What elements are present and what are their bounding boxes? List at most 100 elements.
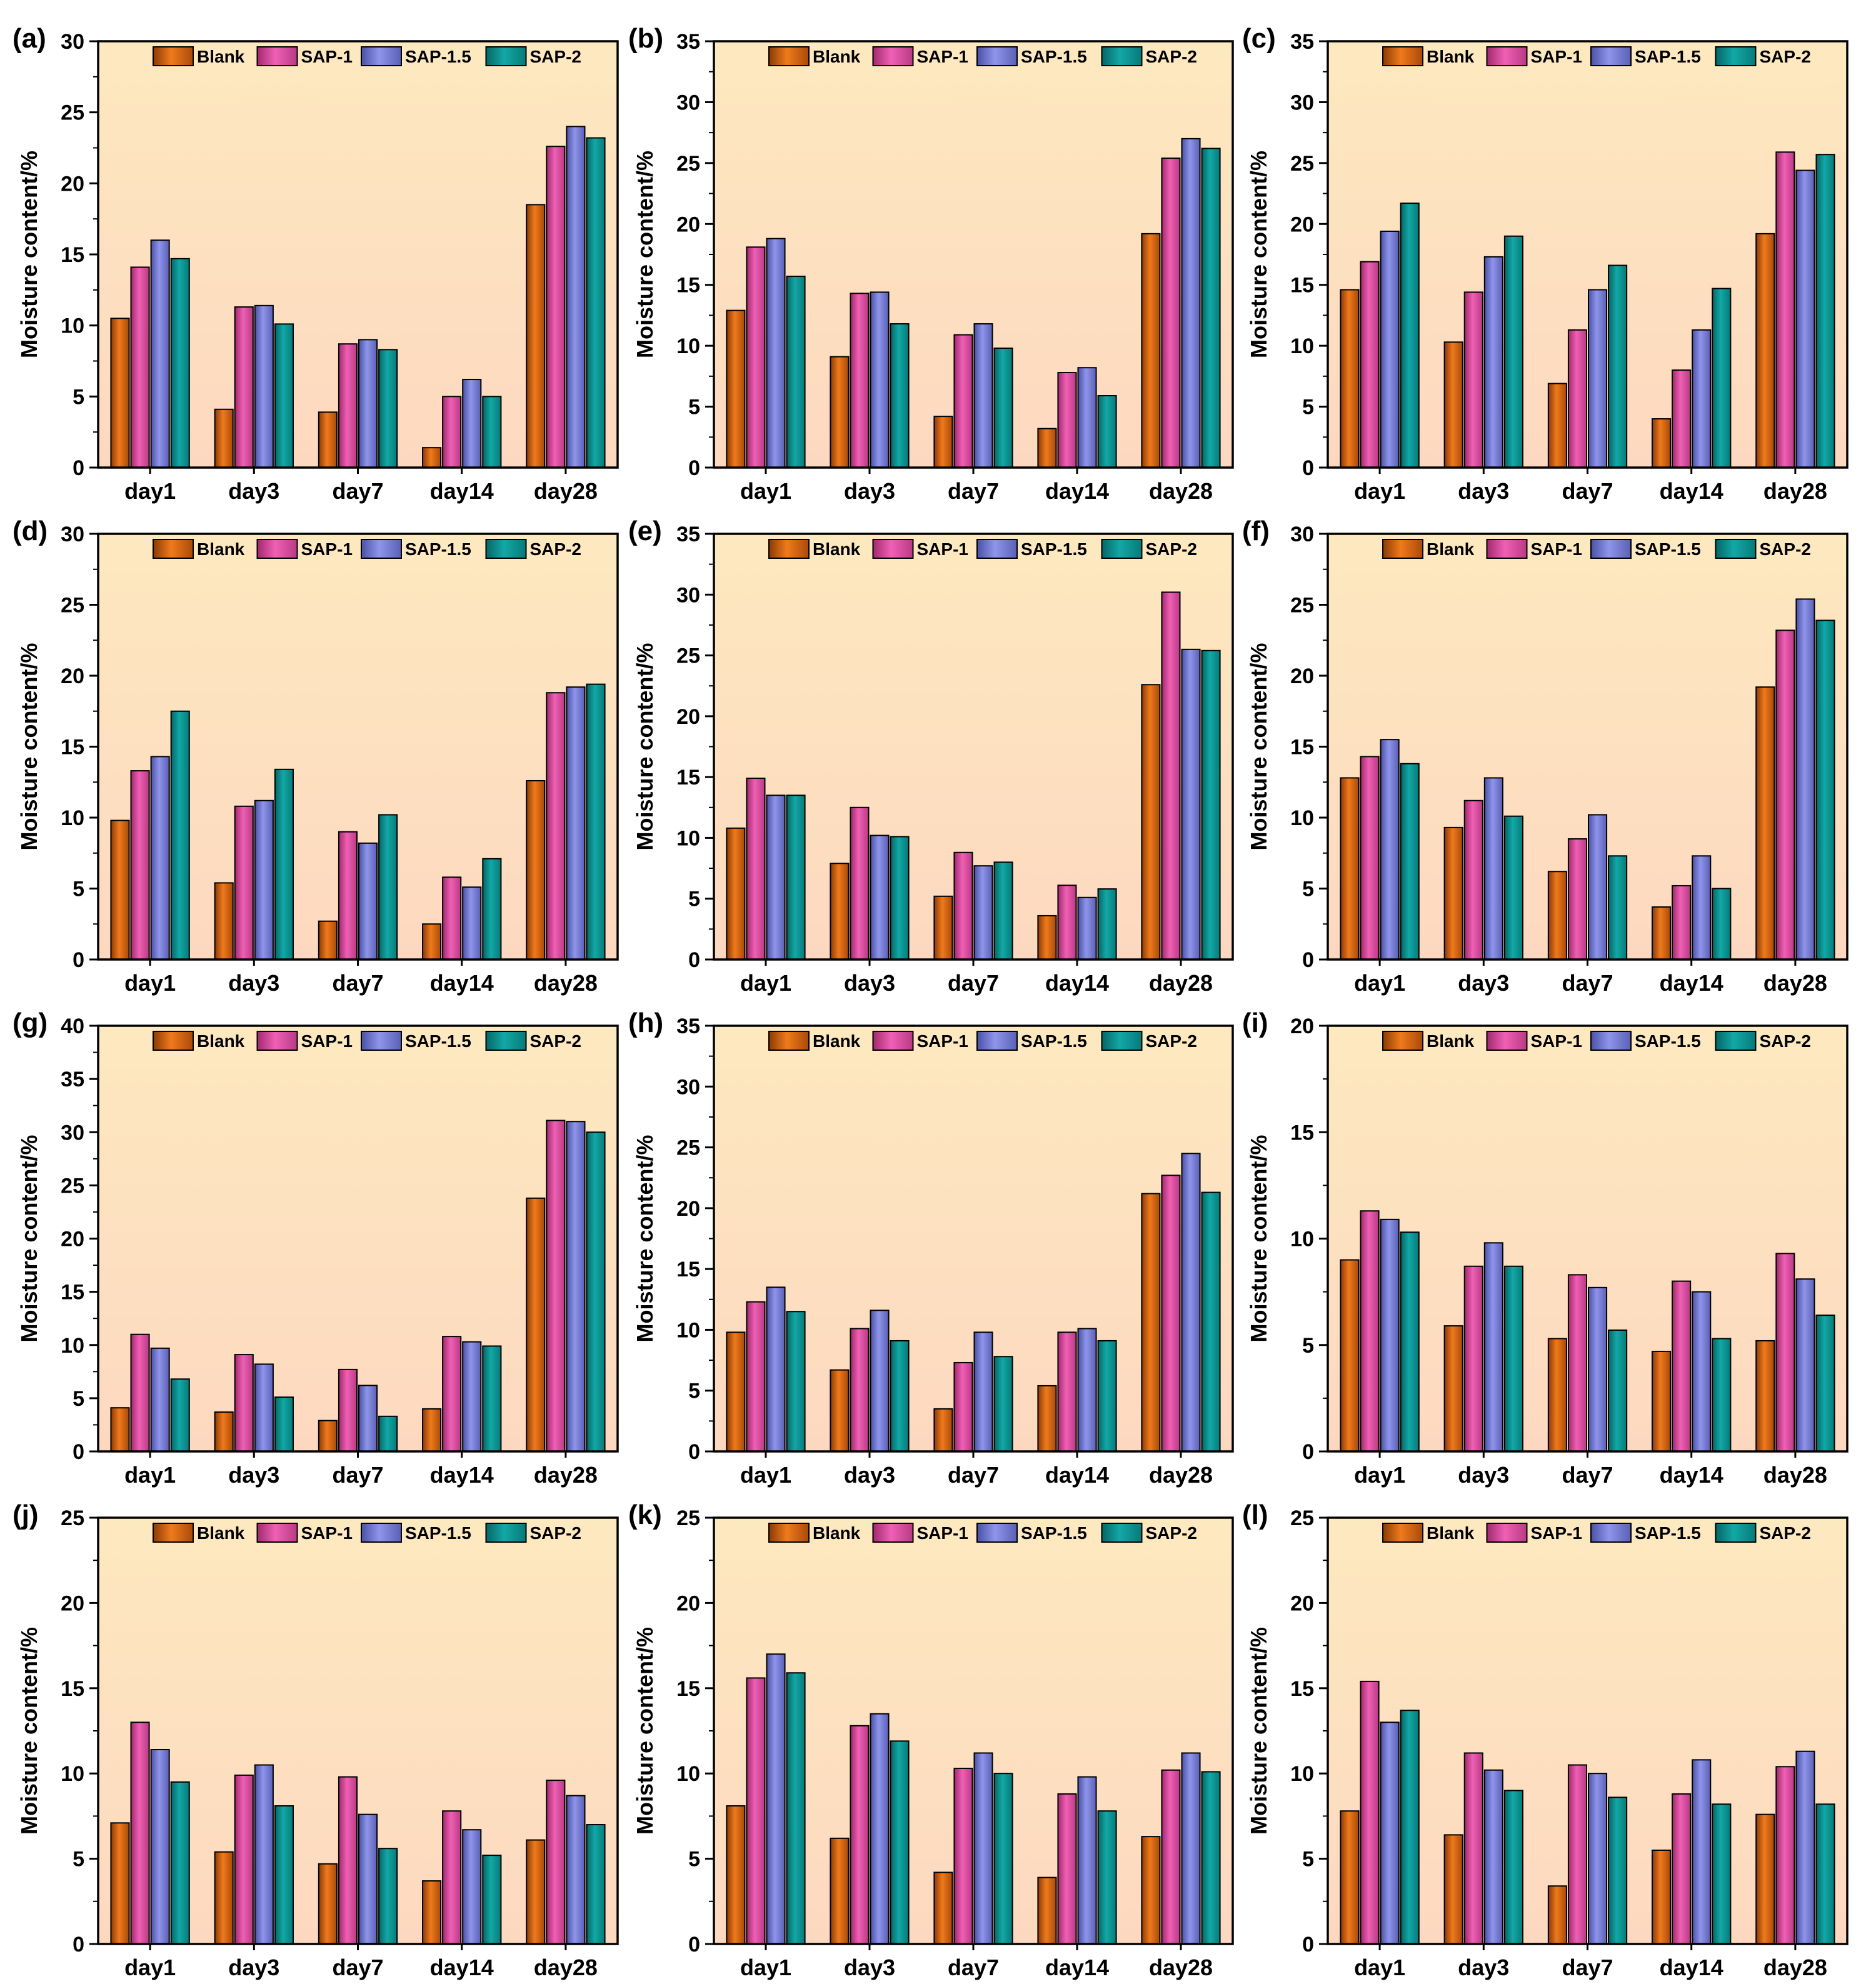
x-tick-label: day1 bbox=[1354, 970, 1405, 996]
legend-label: SAP-1 bbox=[1531, 47, 1582, 66]
bar-sap-1-5-day3 bbox=[1483, 1769, 1503, 1945]
bar-sap-1-day7 bbox=[1567, 1764, 1588, 1945]
y-tick-label: 20 bbox=[1290, 1015, 1314, 1038]
legend-swatch-sap-1-5 bbox=[976, 539, 1018, 559]
bar-sap-2-day14 bbox=[482, 1345, 502, 1452]
panels-layer: (a) 0 5 10 15 20 25 30 Moisture content/% day1 day… bbox=[13, 23, 1848, 1980]
y-tick-label: 15 bbox=[61, 1677, 84, 1701]
y-tick-label: 0 bbox=[688, 1440, 700, 1464]
legend-swatch-sap-1 bbox=[1486, 1031, 1528, 1051]
legend-swatch-sap-1-5 bbox=[976, 1031, 1018, 1051]
bar-sap-1-day3 bbox=[1463, 799, 1483, 961]
bar-sap-1-day3 bbox=[850, 293, 870, 468]
bar-blank-day1 bbox=[110, 819, 130, 961]
bar-sap-2-day7 bbox=[993, 348, 1013, 468]
bar-blank-day28 bbox=[1141, 1836, 1161, 1945]
y-axis-title: Moisture content/% bbox=[1246, 151, 1272, 358]
bar-sap-2-day28 bbox=[586, 1824, 606, 1945]
x-tick-label: day14 bbox=[430, 1955, 494, 1980]
y-tick-label: 30 bbox=[61, 30, 84, 54]
panel-label: (h) bbox=[628, 1008, 663, 1038]
bar-sap-1-day14 bbox=[1057, 1331, 1077, 1453]
bar-blank-day1 bbox=[1340, 1259, 1360, 1453]
panel-l: (l) 0 5 10 15 20 25 Moisture content/% day1 day3 d… bbox=[1242, 1500, 1848, 1980]
bar-blank-day14 bbox=[422, 1880, 442, 1945]
y-tick-label: 15 bbox=[1290, 274, 1314, 298]
bar-sap-1-day1 bbox=[746, 778, 766, 961]
legend-label: Blank bbox=[1427, 47, 1475, 66]
y-tick-label: 5 bbox=[73, 1848, 84, 1871]
y-tick-label: 0 bbox=[73, 948, 84, 972]
bar-sap-1-5-day7 bbox=[358, 842, 378, 960]
bar-blank-day7 bbox=[1547, 383, 1567, 469]
legend-label: SAP-1.5 bbox=[405, 1523, 471, 1543]
legend-label: Blank bbox=[1427, 539, 1475, 559]
x-tick-label: day7 bbox=[1562, 970, 1613, 996]
legend-label: Blank bbox=[813, 1031, 861, 1051]
bar-sap-2-day14 bbox=[1712, 888, 1732, 960]
y-tick-label: 25 bbox=[676, 152, 700, 176]
bar-sap-1-day3 bbox=[1463, 291, 1483, 468]
y-tick-label: 10 bbox=[676, 1318, 700, 1342]
bar-blank-day1 bbox=[1340, 289, 1360, 468]
y-tick-label: 15 bbox=[61, 243, 84, 267]
legend-swatch-blank bbox=[1382, 1523, 1423, 1543]
bar-blank-day28 bbox=[526, 1839, 546, 1945]
x-tick-label: day7 bbox=[332, 1462, 383, 1488]
legend-label: Blank bbox=[1427, 1523, 1475, 1543]
y-tick-label: 30 bbox=[61, 523, 84, 546]
axes-frame bbox=[1327, 40, 1848, 469]
legend-swatch-sap-1 bbox=[256, 1523, 298, 1543]
y-axis-title: Moisture content/% bbox=[632, 1135, 658, 1342]
bar-blank-day14 bbox=[1652, 1849, 1672, 1945]
legend-label: SAP-1 bbox=[301, 1523, 353, 1543]
bar-blank-day3 bbox=[830, 1837, 850, 1945]
y-tick-label: 10 bbox=[61, 314, 84, 338]
x-tick-label: day1 bbox=[740, 1462, 791, 1488]
y-tick-label: 0 bbox=[73, 1440, 84, 1464]
bar-sap-1-day28 bbox=[546, 146, 566, 468]
bar-blank-day1 bbox=[726, 827, 746, 961]
bar-sap-1-day28 bbox=[1775, 629, 1795, 960]
x-tick-label: day28 bbox=[1763, 1955, 1827, 1980]
legend-swatch-blank bbox=[153, 539, 194, 559]
bar-blank-day3 bbox=[214, 1851, 234, 1945]
bar-sap-1-day14 bbox=[1057, 1793, 1077, 1945]
bar-sap-2-day14 bbox=[1712, 1338, 1732, 1452]
legend-swatch-blank bbox=[768, 1523, 810, 1543]
legend-swatch-sap-2 bbox=[1101, 46, 1143, 66]
y-tick-label: 10 bbox=[1290, 1228, 1314, 1251]
bar-sap-2-day1 bbox=[1400, 1231, 1420, 1453]
bar-sap-1-5-day1 bbox=[150, 1347, 170, 1452]
y-tick-label: 20 bbox=[61, 1591, 84, 1615]
bar-sap-2-day7 bbox=[378, 1848, 398, 1945]
bar-sap-1-day3 bbox=[1463, 1265, 1483, 1452]
x-tick-label: day3 bbox=[228, 1955, 279, 1980]
bar-blank-day3 bbox=[830, 863, 850, 960]
panel-label: (b) bbox=[628, 23, 663, 54]
bar-sap-2-day3 bbox=[890, 836, 910, 961]
bar-sap-2-day1 bbox=[1400, 1710, 1420, 1945]
bar-sap-2-day1 bbox=[786, 794, 806, 961]
y-tick-label: 0 bbox=[688, 1933, 700, 1956]
bar-sap-2-day14 bbox=[482, 1855, 502, 1945]
bar-sap-1-5-day3 bbox=[254, 1363, 274, 1453]
legend-label: SAP-2 bbox=[1760, 1031, 1811, 1051]
bar-blank-day14 bbox=[1652, 1350, 1672, 1453]
legend-label: Blank bbox=[813, 539, 861, 559]
y-tick-label: 10 bbox=[61, 1334, 84, 1358]
bar-sap-2-day3 bbox=[274, 768, 294, 960]
bar-sap-1-5-day28 bbox=[566, 126, 586, 468]
axes-frame bbox=[97, 40, 619, 469]
x-tick-label: day1 bbox=[1354, 1462, 1405, 1488]
y-tick-label: 20 bbox=[676, 1591, 700, 1615]
bar-sap-1-day28 bbox=[1161, 158, 1181, 468]
bar-sap-2-day7 bbox=[378, 349, 398, 469]
legend-swatch-blank bbox=[1382, 46, 1423, 66]
bar-sap-1-day28 bbox=[1775, 151, 1795, 468]
x-tick-label: day28 bbox=[1763, 478, 1827, 504]
legend-swatch-sap-2 bbox=[1101, 1523, 1143, 1543]
bar-sap-1-day28 bbox=[1775, 1253, 1795, 1452]
bar-sap-2-day7 bbox=[993, 1356, 1013, 1453]
